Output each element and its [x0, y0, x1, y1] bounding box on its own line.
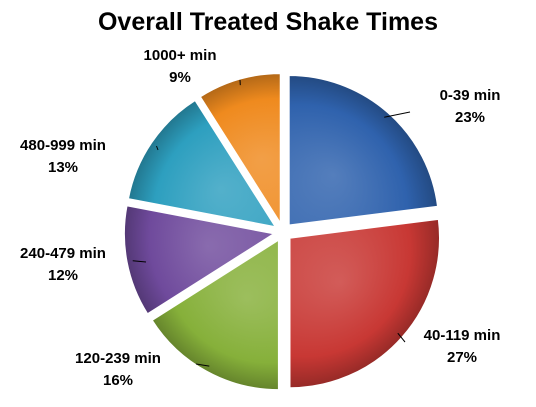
pie-slice-0-39-min: [289, 75, 438, 225]
slice-percent-label: 27%: [447, 349, 477, 366]
pie-slices: [124, 73, 440, 390]
slice-category-label: 1000+ min: [144, 47, 217, 64]
slice-percent-label: 16%: [103, 372, 133, 389]
slice-category-label: 480-999 min: [20, 137, 106, 154]
chart-title: Overall Treated Shake Times: [98, 8, 438, 36]
slice-percent-label: 13%: [48, 159, 78, 176]
slice-percent-label: 9%: [169, 69, 191, 86]
slice-category-label: 40-119 min: [424, 327, 501, 344]
slice-percent-label: 12%: [48, 267, 78, 284]
pie-slice-40-119-min: [290, 219, 440, 388]
slice-category-label: 240-479 min: [20, 245, 106, 262]
slice-percent-label: 23%: [455, 109, 485, 126]
slice-category-label: 0-39 min: [440, 87, 501, 104]
slice-category-label: 120-239 min: [75, 350, 161, 367]
